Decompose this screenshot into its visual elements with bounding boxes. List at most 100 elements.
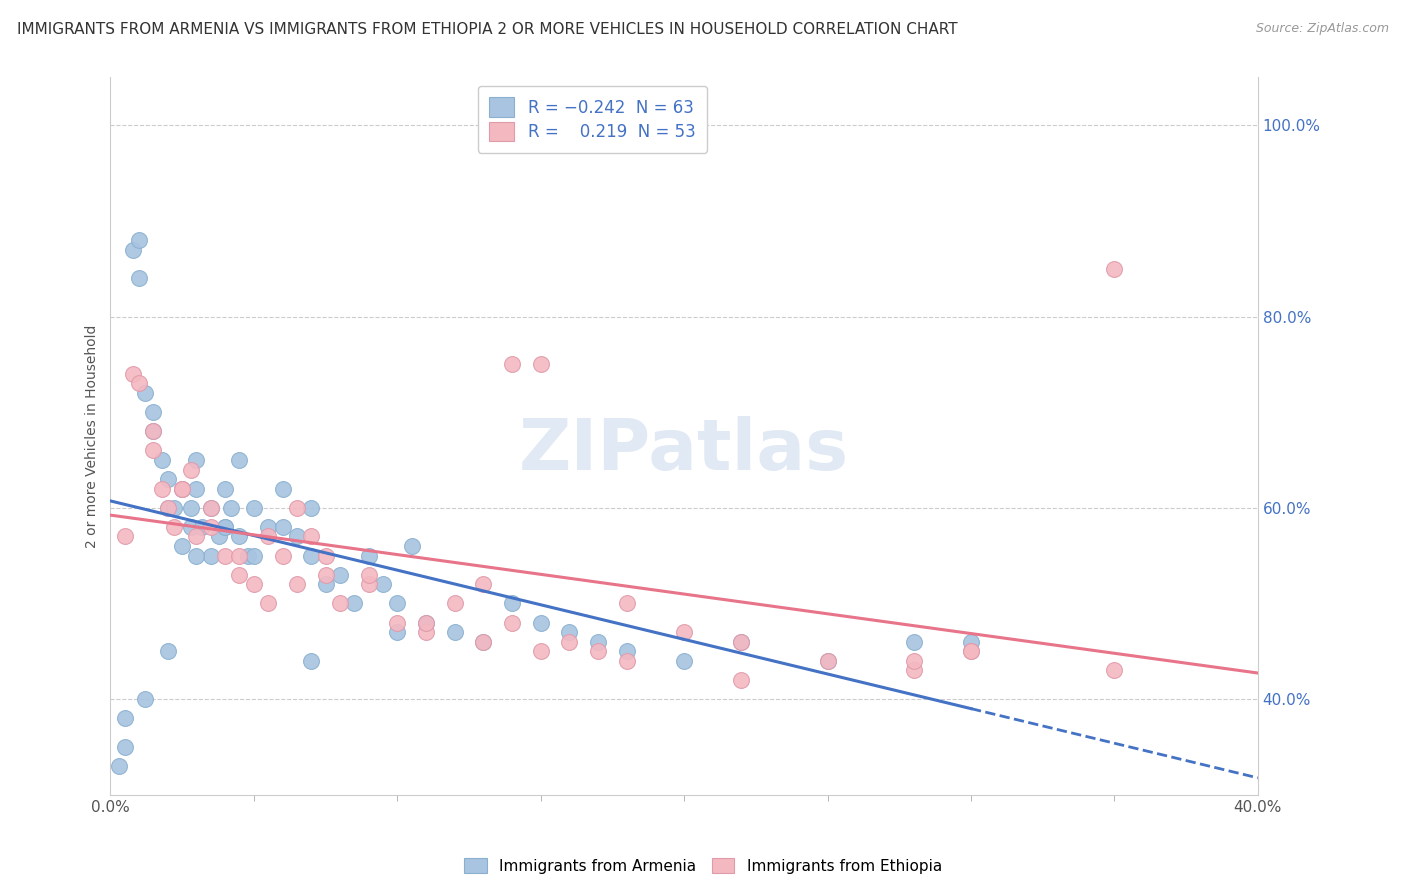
Point <box>257 529 280 543</box>
Point <box>180 462 202 476</box>
Point <box>172 482 194 496</box>
Point <box>180 500 202 515</box>
Point <box>142 425 165 439</box>
Point <box>558 625 581 640</box>
Point <box>730 634 752 648</box>
Point <box>387 625 409 640</box>
Point <box>108 759 131 773</box>
Point <box>128 233 150 247</box>
Point <box>243 577 266 591</box>
Point <box>285 500 308 515</box>
Point <box>200 549 222 563</box>
Legend: R = −0.242  N = 63, R =    0.219  N = 53: R = −0.242 N = 63, R = 0.219 N = 53 <box>478 86 707 153</box>
Point <box>315 549 337 563</box>
Point <box>401 539 423 553</box>
Point <box>960 644 983 658</box>
Point <box>114 529 136 543</box>
Point <box>329 567 352 582</box>
Point <box>357 577 380 591</box>
Point <box>443 596 465 610</box>
Point <box>616 596 638 610</box>
Point <box>285 577 308 591</box>
Point <box>443 625 465 640</box>
Point <box>186 549 208 563</box>
Point <box>219 500 242 515</box>
Legend: Immigrants from Armenia, Immigrants from Ethiopia: Immigrants from Armenia, Immigrants from… <box>458 852 948 880</box>
Point <box>214 482 236 496</box>
Point <box>236 549 259 563</box>
Point <box>200 500 222 515</box>
Y-axis label: 2 or more Vehicles in Household: 2 or more Vehicles in Household <box>86 325 100 548</box>
Point <box>472 634 495 648</box>
Point <box>271 549 294 563</box>
Point <box>960 634 983 648</box>
Point <box>371 577 394 591</box>
Point <box>357 549 380 563</box>
Point <box>472 577 495 591</box>
Point <box>228 549 250 563</box>
Point <box>243 549 266 563</box>
Point <box>472 634 495 648</box>
Point <box>150 453 173 467</box>
Point <box>315 577 337 591</box>
Point <box>501 357 523 371</box>
Point <box>214 520 236 534</box>
Point <box>186 453 208 467</box>
Point <box>299 529 322 543</box>
Text: ZIPatlas: ZIPatlas <box>519 416 849 485</box>
Point <box>150 482 173 496</box>
Point <box>156 472 179 486</box>
Point <box>415 615 437 630</box>
Point <box>903 664 925 678</box>
Point <box>1104 664 1126 678</box>
Point <box>243 500 266 515</box>
Point <box>257 520 280 534</box>
Point <box>156 500 179 515</box>
Point <box>299 549 322 563</box>
Point <box>415 615 437 630</box>
Point <box>191 520 214 534</box>
Point <box>501 615 523 630</box>
Point <box>586 644 609 658</box>
Text: Source: ZipAtlas.com: Source: ZipAtlas.com <box>1256 22 1389 36</box>
Point <box>200 520 222 534</box>
Point <box>586 634 609 648</box>
Point <box>387 615 409 630</box>
Point <box>186 482 208 496</box>
Point <box>142 425 165 439</box>
Point <box>172 482 194 496</box>
Point <box>415 625 437 640</box>
Point <box>1104 261 1126 276</box>
Point <box>214 520 236 534</box>
Point <box>558 634 581 648</box>
Point <box>200 500 222 515</box>
Point <box>172 482 194 496</box>
Point <box>501 596 523 610</box>
Point <box>530 357 553 371</box>
Point <box>673 625 696 640</box>
Point <box>128 271 150 285</box>
Point <box>271 520 294 534</box>
Point <box>299 654 322 668</box>
Point <box>343 596 366 610</box>
Point <box>616 654 638 668</box>
Point <box>142 405 165 419</box>
Point <box>122 367 145 381</box>
Point <box>299 500 322 515</box>
Point <box>228 567 250 582</box>
Point <box>134 692 156 706</box>
Point <box>156 500 179 515</box>
Point <box>730 673 752 687</box>
Point <box>730 634 752 648</box>
Point <box>673 654 696 668</box>
Point <box>271 482 294 496</box>
Point <box>903 654 925 668</box>
Point <box>172 539 194 553</box>
Point <box>214 549 236 563</box>
Point <box>228 529 250 543</box>
Point <box>180 520 202 534</box>
Point <box>285 529 308 543</box>
Point <box>960 644 983 658</box>
Point <box>817 654 839 668</box>
Point <box>122 243 145 257</box>
